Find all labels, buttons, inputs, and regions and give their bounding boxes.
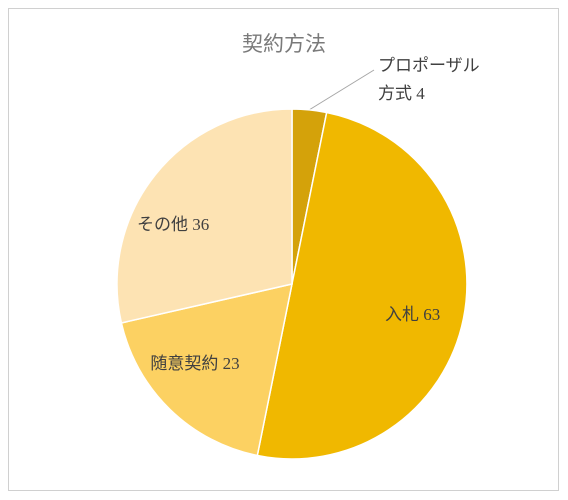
label-value: 23 (222, 354, 240, 373)
leader-line (308, 69, 375, 111)
label-category: プロポーザル方式 (378, 56, 480, 103)
pie-slice (120, 283, 293, 457)
label-value: 36 (192, 215, 210, 234)
data-label: 入札 63 (385, 301, 475, 329)
data-label: 随意契約 23 (150, 350, 240, 378)
label-value: 63 (423, 305, 441, 324)
data-label: その他 36 (137, 211, 247, 239)
label-category: その他 (137, 215, 188, 234)
label-category: 随意契約 (150, 354, 219, 373)
chart-frame (8, 8, 559, 491)
pie-slice (256, 111, 468, 460)
data-label: プロポーザル方式 4 (378, 52, 488, 108)
label-category: 入札 (385, 305, 419, 324)
chart-title: 契約方法 (242, 32, 326, 56)
label-value: 4 (416, 84, 425, 103)
pie-slice (116, 108, 293, 324)
